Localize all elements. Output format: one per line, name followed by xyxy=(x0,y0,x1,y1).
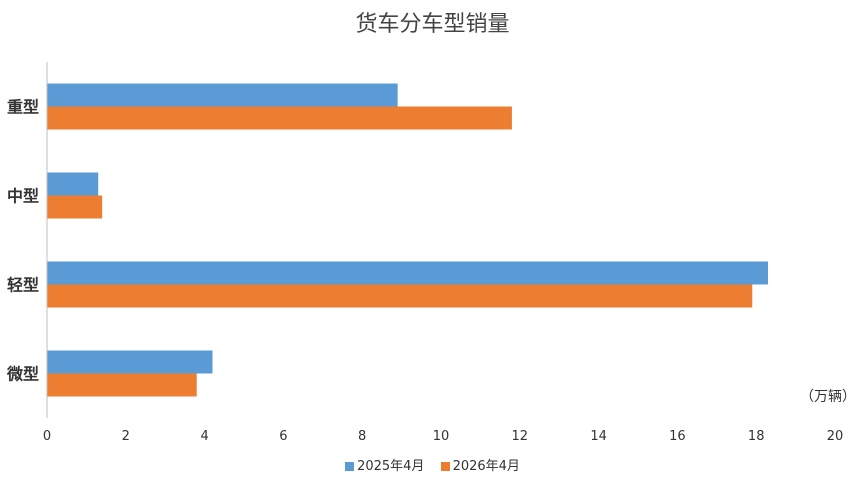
category-label-3: 微型 xyxy=(6,365,39,384)
bar-2026-0 xyxy=(47,106,512,130)
bar-2025-0 xyxy=(47,83,398,107)
legend-label-2026: 2026年4月 xyxy=(452,459,520,474)
bar-2025-1 xyxy=(47,172,99,196)
x-tick-label-4: 8 xyxy=(358,429,366,444)
x-tick-label-9: 18 xyxy=(748,429,765,444)
legend: 2025年4月 2026年4月 xyxy=(0,455,865,474)
bar-2025-2 xyxy=(47,261,769,285)
legend-item-2025: 2025年4月 xyxy=(345,455,424,474)
legend-item-2026: 2026年4月 xyxy=(440,455,520,474)
bar-2026-1 xyxy=(47,195,103,219)
x-tick-label-3: 6 xyxy=(279,429,287,444)
x-tick-label-0: 0 xyxy=(43,429,51,444)
legend-swatch-2026 xyxy=(440,462,450,471)
x-tick-label-10: 20 xyxy=(827,429,844,444)
category-label-2: 轻型 xyxy=(7,276,39,295)
legend-label-2025: 2025年4月 xyxy=(357,459,425,474)
category-label-0: 重型 xyxy=(7,98,39,117)
x-tick-label-1: 2 xyxy=(122,429,130,444)
category-label-1: 中型 xyxy=(7,187,39,206)
bar-2026-2 xyxy=(47,284,753,308)
x-tick-label-2: 4 xyxy=(200,429,208,444)
x-tick-label-5: 10 xyxy=(433,429,450,444)
bar-2026-3 xyxy=(47,373,197,397)
legend-swatch-2025 xyxy=(345,462,355,471)
bar-2025-3 xyxy=(47,350,213,374)
x-tick-label-8: 16 xyxy=(669,429,686,444)
x-tick-label-7: 14 xyxy=(590,429,607,444)
x-tick-label-6: 12 xyxy=(512,429,529,444)
chart-title: 货车分车型销量 xyxy=(355,12,510,37)
unit-label: （万辆） xyxy=(800,389,856,405)
